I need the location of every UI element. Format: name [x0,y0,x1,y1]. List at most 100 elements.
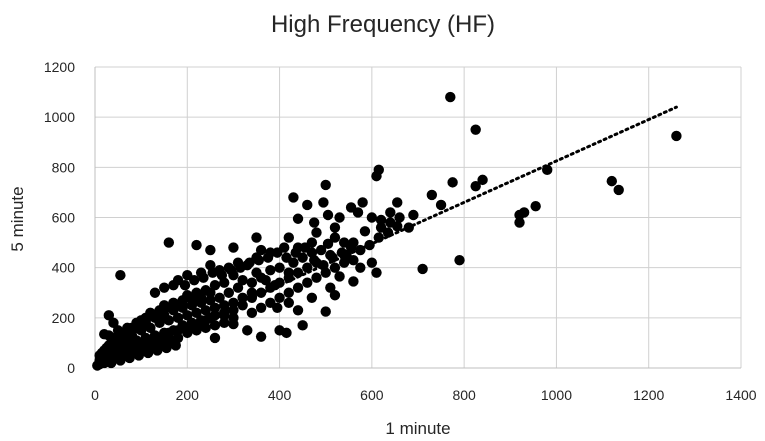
data-point [182,310,193,321]
data-point [352,207,364,218]
scatter-points [92,91,682,371]
x-tick-label: 1400 [725,387,756,403]
data-point [290,247,301,258]
data-point [232,282,244,293]
y-tick-label: 800 [52,159,76,175]
data-point [306,292,318,303]
data-point [470,180,481,192]
data-point [315,244,327,256]
data-point [189,275,200,286]
data-point [172,312,184,324]
data-point [371,170,382,182]
data-point [311,227,322,238]
data-point [299,242,311,253]
data-point [168,302,179,313]
data-point [334,212,345,223]
data-point [228,305,239,316]
axes [94,67,741,369]
data-point [514,217,525,228]
data-point [237,275,248,286]
data-point [223,287,235,298]
data-point [371,267,382,278]
data-point [228,242,239,253]
data-point [124,352,135,364]
data-point [265,297,276,308]
data-point [195,292,207,303]
data-point [205,287,216,298]
data-point [355,262,366,273]
data-point [292,305,304,316]
data-point [408,209,419,221]
x-axis-label: 1 minute [385,419,450,438]
data-point [283,297,294,308]
data-point [200,305,211,316]
y-tick-label: 1200 [44,59,75,75]
data-point [454,254,465,266]
data-point [322,238,334,250]
y-tick-label: 1000 [44,109,75,125]
data-point [191,239,202,251]
data-point [606,175,617,187]
data-point [207,267,218,278]
data-point [149,287,161,298]
data-point [302,277,313,288]
data-point [426,189,438,201]
data-point [142,347,154,359]
data-point [359,226,371,237]
data-point [186,295,198,306]
y-tick-label: 0 [67,360,75,376]
data-point [392,197,403,208]
data-point [329,222,341,233]
data-point [219,317,230,329]
data-point [216,269,228,281]
data-point [112,325,124,336]
data-point [308,217,320,228]
data-point [477,174,488,186]
x-tick-label: 0 [91,387,99,403]
data-point [375,214,387,226]
data-point [283,287,294,298]
data-point [115,269,126,281]
x-axis-ticks: 0 200 400 600 800 1000 1200 1400 [91,387,757,403]
data-point [228,312,239,324]
data-point [133,350,145,361]
data-point [530,201,541,212]
data-point [348,276,359,287]
data-point [272,247,283,258]
data-point [447,177,458,188]
data-point [385,207,396,218]
data-point [103,330,115,341]
data-point [394,212,405,223]
data-point [302,199,313,211]
data-point [366,212,378,223]
data-point [274,292,285,303]
x-tick-label: 800 [452,387,476,403]
data-point [255,244,267,256]
data-point [334,271,345,282]
data-point [168,280,179,291]
data-point [108,317,119,329]
data-point [329,290,341,301]
data-point [246,307,258,319]
data-point [253,254,265,266]
data-point [255,272,267,283]
data-point [159,305,170,316]
data-point [149,310,161,321]
data-point [228,297,239,308]
trendline [93,105,678,370]
data-point [613,184,624,196]
data-point [205,244,216,256]
data-point [325,282,336,293]
data-point [292,282,304,293]
data-point [281,252,292,263]
x-tick-label: 1000 [541,387,572,403]
data-point [161,342,172,354]
data-point [348,254,359,266]
data-point [336,247,348,258]
data-point [200,322,211,334]
data-point [131,317,142,329]
data-point [209,332,221,344]
data-point [265,264,276,276]
data-point [182,327,193,339]
data-point [209,280,221,291]
